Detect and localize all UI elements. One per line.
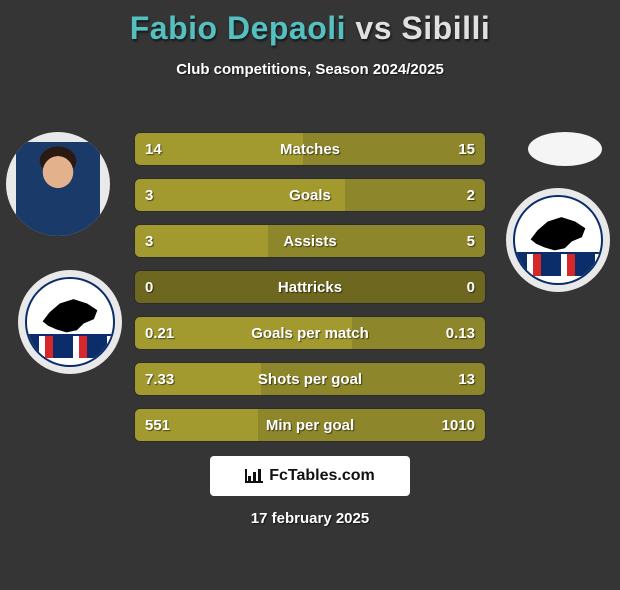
stat-label: Assists bbox=[135, 225, 485, 257]
stat-label: Matches bbox=[135, 133, 485, 165]
stat-row: 551Min per goal1010 bbox=[134, 408, 486, 442]
player1-name: Fabio Depaoli bbox=[130, 10, 346, 46]
club-crest-icon bbox=[25, 277, 114, 366]
season-subtitle: Club competitions, Season 2024/2025 bbox=[0, 61, 620, 78]
comparison-title: Fabio Depaoli vs Sibilli bbox=[0, 10, 620, 47]
player1-face-icon bbox=[16, 142, 99, 236]
stat-row: 3Assists5 bbox=[134, 224, 486, 258]
stat-label: Goals per match bbox=[135, 317, 485, 349]
stat-row: 0.21Goals per match0.13 bbox=[134, 316, 486, 350]
player2-name: Sibilli bbox=[401, 10, 490, 46]
stat-value-right: 13 bbox=[458, 363, 475, 395]
stat-label: Shots per goal bbox=[135, 363, 485, 395]
snapshot-date: 17 february 2025 bbox=[0, 510, 620, 527]
stat-value-right: 15 bbox=[458, 133, 475, 165]
stat-value-right: 2 bbox=[467, 179, 475, 211]
stat-label: Goals bbox=[135, 179, 485, 211]
stat-label: Hattricks bbox=[135, 271, 485, 303]
stat-row: 0Hattricks0 bbox=[134, 270, 486, 304]
vs-text: vs bbox=[355, 10, 392, 46]
site-name: FcTables.com bbox=[269, 467, 375, 485]
site-badge: FcTables.com bbox=[210, 456, 410, 496]
club-crest-icon bbox=[513, 195, 602, 284]
stat-row: 14Matches15 bbox=[134, 132, 486, 166]
stat-value-right: 0.13 bbox=[446, 317, 475, 349]
barchart-icon bbox=[245, 469, 263, 483]
stat-row: 3Goals2 bbox=[134, 178, 486, 212]
stat-label: Min per goal bbox=[135, 409, 485, 441]
player1-avatar bbox=[6, 132, 110, 236]
player2-club-badge bbox=[506, 188, 610, 292]
player2-avatar bbox=[528, 132, 602, 166]
stat-row: 7.33Shots per goal13 bbox=[134, 362, 486, 396]
stats-table: 14Matches15 3Goals2 3Assists5 0Hattricks0 0.… bbox=[134, 132, 486, 454]
player1-club-badge bbox=[18, 270, 122, 374]
stat-value-right: 1010 bbox=[442, 409, 475, 441]
stat-value-right: 0 bbox=[467, 271, 475, 303]
stat-value-right: 5 bbox=[467, 225, 475, 257]
